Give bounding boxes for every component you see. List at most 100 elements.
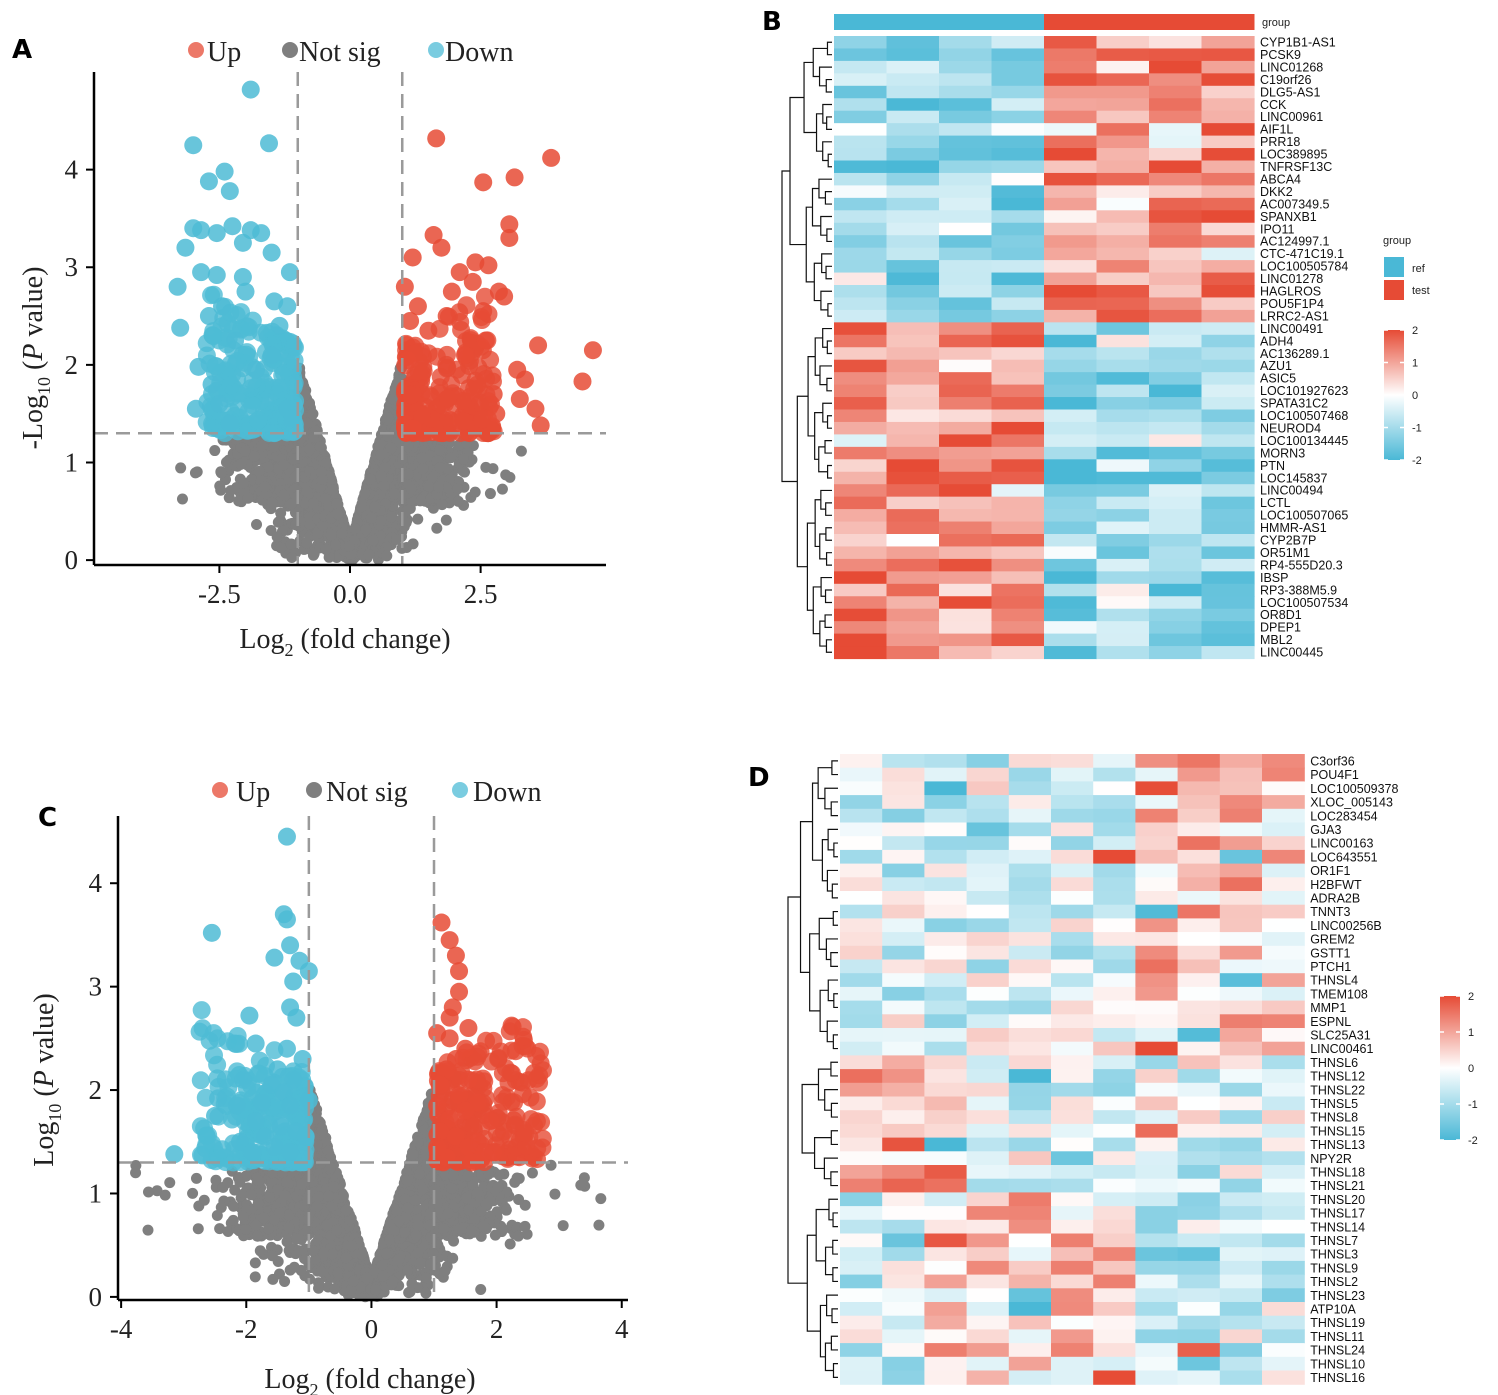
up-point [484, 385, 503, 404]
x-tick-label: -2.5 [198, 579, 241, 609]
legend-a: Up Not sig Down [188, 37, 513, 68]
up-point [463, 272, 482, 291]
legend-down-label: Down [473, 777, 541, 808]
y-axis-label-c: Log10 (P value) [29, 993, 65, 1167]
not-sig-point [267, 1273, 279, 1285]
down-point [215, 162, 234, 181]
up-point [526, 399, 545, 418]
up-point [474, 173, 493, 192]
not-sig-point [290, 519, 302, 531]
not-sig-point [452, 483, 464, 495]
y-tick-label: 4 [65, 155, 79, 185]
not-sig-point [307, 431, 319, 443]
panel-label-c: C [38, 803, 57, 833]
up-point [412, 405, 431, 424]
down-point [252, 224, 271, 243]
not-sig-point [433, 481, 445, 493]
up-point [510, 390, 529, 409]
not-sig-point [439, 1265, 451, 1277]
up-point [427, 129, 446, 148]
up-point [495, 287, 514, 306]
up-point [455, 346, 474, 365]
not-sig-point [262, 461, 274, 473]
not-sig-point [175, 462, 187, 474]
up-point [403, 248, 422, 267]
not-sig-point [209, 445, 221, 457]
not-sig-point [259, 481, 271, 493]
up-point [516, 370, 535, 389]
up-point [442, 282, 461, 301]
down-point [207, 357, 226, 376]
up-point [481, 350, 500, 369]
panel-label-b: B [762, 7, 782, 37]
not-sig-point [312, 527, 324, 539]
not-sig-point [402, 441, 414, 453]
down-point [204, 327, 223, 346]
not-sig-point [343, 540, 355, 552]
not-sig-point [285, 498, 297, 510]
legend-down-marker [452, 782, 468, 798]
not-sig-point [440, 514, 452, 526]
down-point [192, 263, 211, 282]
down-point [278, 297, 297, 316]
up-point [432, 238, 451, 257]
not-sig-point [375, 470, 387, 482]
volcano-plot-a: Up Not sig Down Log2 (fold change) -Log1… [18, 37, 606, 660]
not-sig-point [314, 440, 326, 452]
not-sig-point [320, 544, 332, 556]
not-sig-point [363, 549, 375, 561]
not-sig-point [457, 453, 469, 465]
not-sig-point [496, 483, 508, 495]
not-sig-point [489, 1229, 501, 1241]
not-sig-point [406, 1278, 418, 1290]
x-axis-label-a: Log2 (fold change) [239, 624, 450, 660]
not-sig-point [176, 493, 188, 505]
up-point [454, 412, 473, 431]
legend-down-marker [428, 42, 444, 58]
down-point [202, 375, 221, 394]
up-point [479, 256, 498, 275]
not-sig-point [301, 486, 313, 498]
not-sig-point [253, 465, 265, 477]
not-sig-point [214, 1223, 226, 1235]
legend-up-marker [212, 782, 228, 798]
not-sig-point [233, 495, 245, 507]
down-point [210, 394, 229, 413]
not-sig-point [469, 486, 481, 498]
not-sig-point [307, 408, 319, 420]
up-point [542, 148, 561, 167]
up-point [439, 389, 458, 408]
not-sig-point [359, 488, 371, 500]
not-sig-point [375, 515, 387, 527]
down-point [260, 134, 279, 153]
down-point [189, 357, 208, 376]
x-axis-label-c: Log2 (fold change) [264, 1364, 475, 1395]
not-sig-point [279, 1275, 291, 1287]
down-point [236, 282, 255, 301]
up-point [469, 380, 488, 399]
up-point [450, 263, 469, 282]
up-point [573, 372, 592, 391]
down-point [241, 80, 260, 99]
not-sig-point [415, 494, 427, 506]
not-sig-point [405, 483, 417, 495]
legend-notsig-marker [306, 782, 322, 798]
not-sig-point [480, 461, 492, 473]
legend-notsig-marker [282, 42, 298, 58]
not-sig-point [381, 550, 393, 562]
down-point [199, 172, 218, 191]
not-sig-point [315, 466, 327, 478]
not-sig-point [271, 531, 283, 543]
not-sig-point [326, 484, 338, 496]
not-sig-point [426, 471, 438, 483]
not-sig-point [299, 497, 311, 509]
down-point [199, 307, 218, 326]
not-sig-point [330, 539, 342, 551]
legend-down-label: Down [445, 37, 513, 68]
up-point [500, 215, 519, 234]
not-sig-point [278, 489, 290, 501]
not-sig-point [379, 461, 391, 473]
down-point [220, 414, 239, 433]
not-sig-point [436, 499, 448, 511]
up-point [529, 336, 548, 355]
